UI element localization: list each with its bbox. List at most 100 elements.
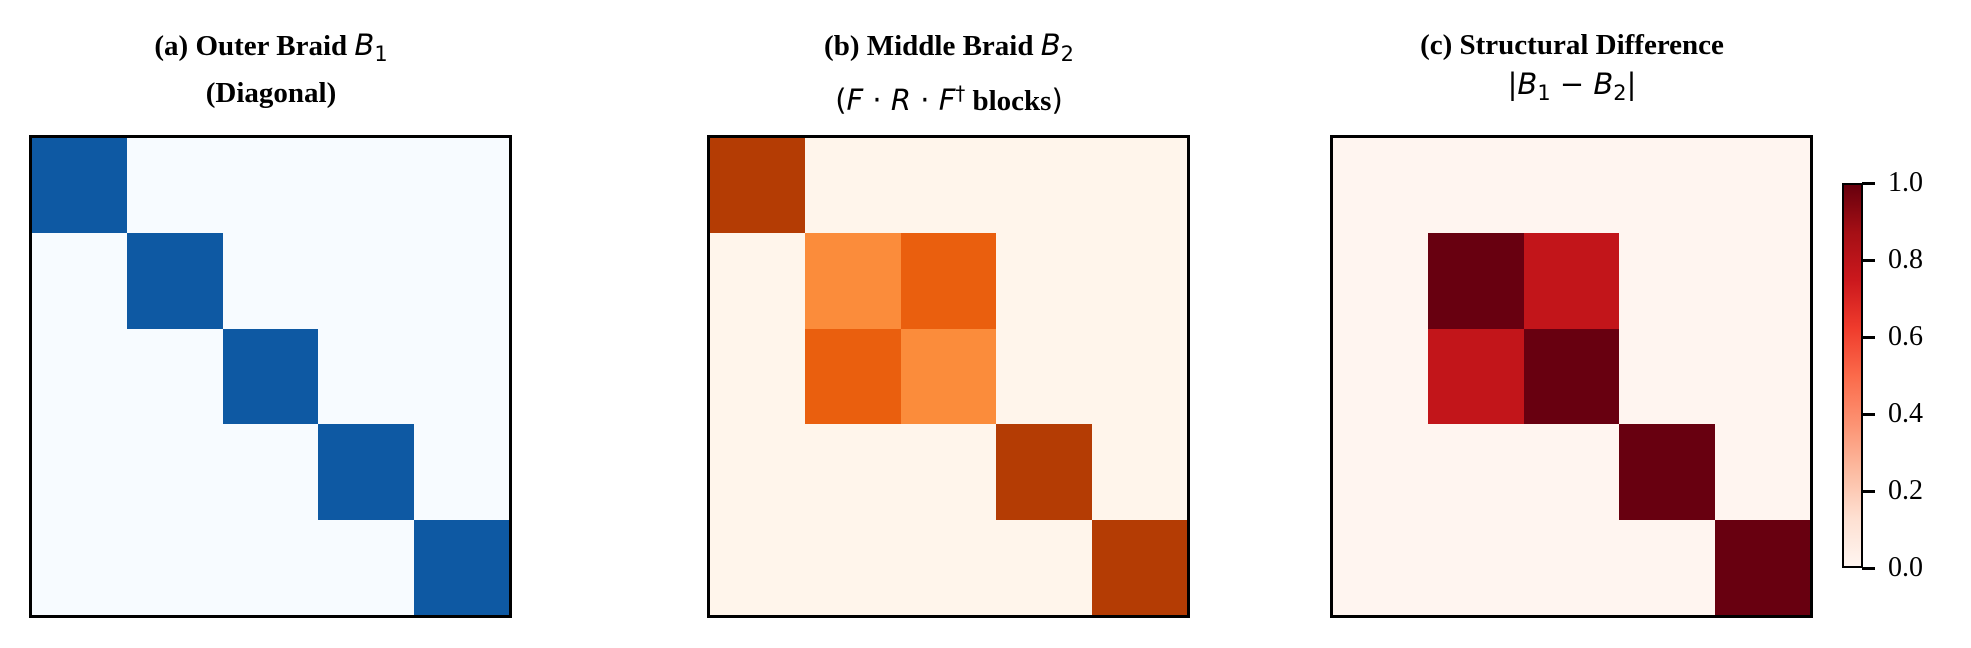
heatmap-cell-b-r1c2 [900, 233, 997, 329]
title-segment: B [1517, 67, 1538, 101]
title-segment: F [938, 82, 956, 117]
title-segment: ) [1051, 82, 1063, 117]
heatmap-cell-b-r2c3 [996, 328, 1092, 425]
title-segment: (Diagonal) [205, 76, 337, 109]
heatmap-cell-b-r4c3 [996, 519, 1092, 615]
heatmap-cell-a-r0c4 [413, 138, 509, 234]
title-segment: (b) Middle Braid [824, 30, 1041, 62]
heatmap-cell-c-r2c2 [1523, 328, 1620, 425]
colorbar-tick-label: 0.4 [1888, 398, 1923, 429]
heatmap-cell-c-r3c4 [1714, 424, 1810, 520]
title-line-1: (c) Structural Difference [1252, 26, 1892, 65]
title-segment: R [890, 82, 912, 117]
heatmap-cell-c-r2c4 [1714, 328, 1810, 425]
title-segment: (a) Outer Braid [154, 30, 355, 62]
heatmap-cell-a-r3c2 [222, 424, 319, 520]
colorbar-tick-mark [1862, 566, 1875, 570]
heatmap-cell-a-r1c3 [318, 233, 414, 329]
title-segment: 2 [1060, 41, 1074, 66]
heatmap-cell-a-r0c1 [127, 138, 223, 234]
heatmap-cell-b-r3c0 [710, 424, 806, 520]
heatmap-cell-c-r0c3 [1619, 138, 1715, 234]
heatmap-cell-c-r1c1 [1428, 233, 1524, 329]
heatmap-cell-c-r3c1 [1428, 424, 1524, 520]
heatmap-cell-c-r3c2 [1523, 424, 1620, 520]
title-segment: · [863, 82, 891, 117]
heatmap-cell-c-r0c1 [1428, 138, 1524, 234]
heatmap-cell-b-r4c2 [900, 519, 997, 615]
title-segment: † [955, 81, 966, 105]
title-segment: B [1040, 28, 1061, 62]
heatmap-cell-c-r0c0 [1333, 138, 1429, 234]
heatmap-cell-a-r2c0 [32, 328, 128, 425]
heatmap-cell-b-r3c4 [1091, 424, 1187, 520]
heatmap-cell-c-r4c0 [1333, 519, 1429, 615]
panel-c-title: (c) Structural Difference |B1 − B2| [1252, 26, 1892, 113]
heatmap-cell-b-r2c0 [710, 328, 806, 425]
title-segment: ( [835, 82, 847, 117]
heatmap-cell-a-r4c2 [222, 519, 319, 615]
title-segment: B [354, 28, 375, 62]
heatmap-cell-c-r3c0 [1333, 424, 1429, 520]
title-segment: 1 [374, 41, 388, 66]
heatmap-cell-b-r3c1 [805, 424, 901, 520]
colorbar-tick-mark [1862, 258, 1875, 262]
heatmap-middle-braid-b2 [707, 135, 1190, 618]
title-line-1: (b) Middle Braid B2 [629, 26, 1269, 74]
title-segment: blocks [965, 84, 1052, 117]
title-segment: B [1593, 67, 1614, 101]
heatmap-cell-c-r0c4 [1714, 138, 1810, 234]
title-segment: − [1550, 67, 1594, 101]
title-line-1: (a) Outer Braid B1 [0, 26, 591, 74]
heatmap-cell-b-r4c0 [710, 519, 806, 615]
heatmap-cell-a-r4c4 [413, 519, 509, 615]
heatmap-cell-b-r1c1 [805, 233, 901, 329]
heatmap-cell-c-r4c1 [1428, 519, 1524, 615]
heatmap-cell-a-r4c3 [318, 519, 414, 615]
heatmap-cell-b-r2c1 [805, 328, 901, 425]
colorbar [1842, 183, 1863, 568]
heatmap-cell-b-r1c4 [1091, 233, 1187, 329]
heatmap-cell-c-r1c2 [1523, 233, 1620, 329]
title-segment: 2 [1613, 80, 1627, 105]
heatmap-cell-b-r4c1 [805, 519, 901, 615]
heatmap-cell-b-r0c3 [996, 138, 1092, 234]
heatmap-cell-a-r4c1 [127, 519, 223, 615]
colorbar-tick-mark [1862, 181, 1875, 185]
heatmap-cell-a-r0c3 [318, 138, 414, 234]
heatmap-cell-a-r1c4 [413, 233, 509, 329]
title-line-2: |B1 − B2| [1252, 65, 1892, 113]
heatmap-cell-b-r2c2 [900, 328, 997, 425]
colorbar-tick-mark [1862, 489, 1875, 493]
colorbar-tick-label: 0.2 [1888, 475, 1923, 506]
heatmap-cell-a-r1c0 [32, 233, 128, 329]
heatmap-cell-c-r4c3 [1619, 519, 1715, 615]
colorbar-tick-label: 0.0 [1888, 552, 1923, 583]
heatmap-cell-b-r0c2 [900, 138, 997, 234]
heatmap-cell-b-r3c3 [996, 424, 1092, 520]
panel-a-title: (a) Outer Braid B1 (Diagonal) [0, 26, 591, 113]
title-line-2: (F · R · F† blocks) [629, 74, 1269, 121]
heatmap-cell-b-r2c4 [1091, 328, 1187, 425]
heatmap-cell-b-r1c0 [710, 233, 806, 329]
heatmap-cell-a-r3c4 [413, 424, 509, 520]
heatmap-outer-braid-b1 [29, 135, 512, 618]
heatmap-cell-a-r0c0 [32, 138, 128, 234]
heatmap-cell-b-r0c0 [710, 138, 806, 234]
title-segment: (c) Structural Difference [1420, 29, 1724, 61]
heatmap-cell-c-r4c2 [1523, 519, 1620, 615]
heatmap-cell-a-r3c0 [32, 424, 128, 520]
colorbar-tick-mark [1862, 335, 1875, 339]
colorbar-tick-mark [1862, 412, 1875, 416]
heatmap-cell-c-r4c4 [1714, 519, 1810, 615]
heatmap-cell-c-r2c1 [1428, 328, 1524, 425]
title-segment: F [846, 82, 864, 117]
colorbar-tick-label: 0.8 [1888, 244, 1923, 275]
heatmap-cell-c-r2c0 [1333, 328, 1429, 425]
heatmap-cell-a-r2c2 [222, 328, 319, 425]
heatmap-cell-c-r1c3 [1619, 233, 1715, 329]
heatmap-cell-a-r2c4 [413, 328, 509, 425]
heatmap-cell-a-r3c1 [127, 424, 223, 520]
heatmap-structural-difference [1330, 135, 1813, 618]
